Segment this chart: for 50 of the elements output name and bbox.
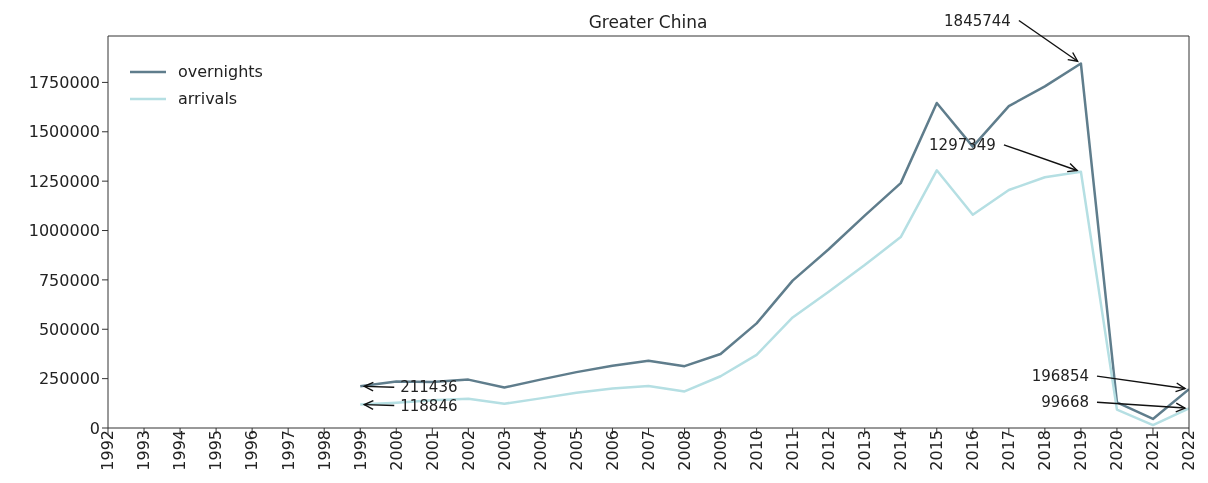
- x-tick-label: 2022: [1179, 430, 1199, 471]
- line-series: [358, 169, 1189, 427]
- x-tick-label: 2003: [494, 430, 514, 471]
- x-tick-label: 2010: [746, 430, 766, 471]
- x-tick-label: 2004: [530, 430, 550, 471]
- x-tick-label: 1993: [134, 430, 154, 471]
- x-tick-label: 2016: [963, 430, 983, 471]
- x-tick-label: 2013: [855, 430, 875, 471]
- x-tick-label: 2021: [1143, 430, 1163, 471]
- x-tick-label: 2009: [710, 430, 730, 471]
- y-tick-label: 250000: [38, 369, 100, 389]
- x-tick-label: 2015: [927, 430, 947, 471]
- x-tick-label: 2005: [566, 430, 586, 471]
- legend-label: arrivals: [178, 89, 238, 108]
- y-tick-label: 1500000: [28, 122, 100, 142]
- annotation: 99668: [1041, 393, 1089, 412]
- x-tick-label: 2017: [999, 430, 1019, 471]
- x-tick-label: 2020: [1107, 430, 1127, 471]
- x-tick-label: 1999: [350, 430, 370, 471]
- y-tick-label: 1000000: [28, 221, 100, 241]
- annotation: 196854: [1031, 367, 1089, 386]
- y-tick-label: 500000: [38, 319, 100, 339]
- x-tick-label: 2011: [782, 430, 802, 471]
- x-tick-label: 2008: [674, 430, 694, 471]
- x-tick-label: 1992: [98, 430, 118, 471]
- x-tick-label: 2001: [422, 430, 442, 471]
- y-tick-label: 1250000: [28, 171, 100, 191]
- x-tick-label: 1997: [278, 430, 298, 471]
- y-tick-label: 1750000: [28, 73, 100, 93]
- chart-title: Greater China: [588, 12, 708, 32]
- y-tick-label: 750000: [38, 270, 100, 290]
- x-tick-label: 1996: [242, 430, 262, 471]
- legend-label: overnights: [178, 62, 263, 81]
- x-tick-label: 2012: [819, 430, 839, 471]
- x-tick-label: 2006: [602, 430, 622, 471]
- x-tick-label: 2019: [1071, 430, 1091, 471]
- annotation: 1297349: [929, 135, 996, 154]
- x-tick-label: 2000: [386, 430, 406, 471]
- x-tick-label: 1995: [206, 430, 226, 471]
- annotation: 1845744: [944, 11, 1011, 30]
- x-tick-label: 1998: [314, 430, 334, 471]
- x-tick-label: 2007: [638, 430, 658, 471]
- x-tick-label: 2018: [1035, 430, 1055, 471]
- line-series: [358, 62, 1189, 421]
- x-tick-label: 1994: [170, 430, 190, 471]
- x-tick-label: 2014: [891, 430, 911, 471]
- x-tick-label: 2002: [458, 430, 478, 471]
- annotation: 118846: [400, 396, 458, 415]
- annotation: 211436: [400, 378, 458, 397]
- y-tick-label: 0: [89, 418, 100, 438]
